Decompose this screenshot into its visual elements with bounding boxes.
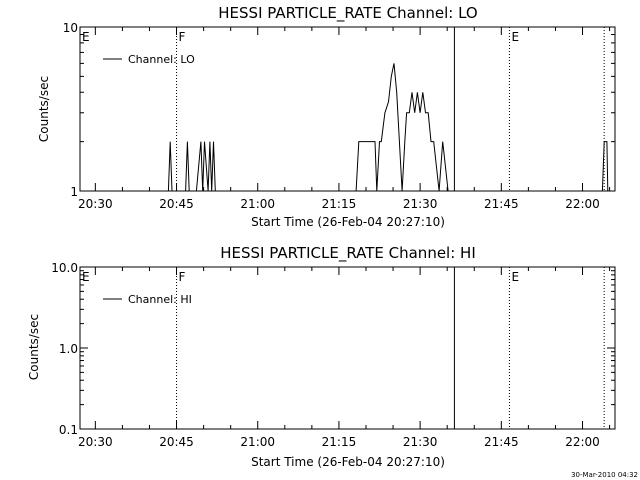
x-tick-label: 20:45 [159,197,194,211]
y-tick-label: 10.0 [51,261,78,275]
hi-channel-plot: HESSI PARTICLE_RATE Channel: HI Counts/s… [27,244,616,469]
x-tick-label: 22:00 [565,197,600,211]
x-tick-label: 21:15 [322,197,357,211]
hi-x-axis-label: Start Time (26-Feb-04 20:27:10) [251,455,445,469]
x-tick-label: 20:45 [159,435,194,449]
y-tick-label: 1.0 [59,342,78,356]
x-tick-label: 21:15 [322,435,357,449]
marker-label: E [511,270,519,284]
generation-timestamp: 30-Mar-2010 04:32 [571,471,638,479]
lo-y-axis-label: Counts/sec [37,76,51,142]
x-tick-label: 21:00 [240,435,275,449]
x-tick-label: 21:45 [484,435,519,449]
series-line [80,63,609,192]
marker-label: F [179,30,186,44]
x-tick-label: 20:30 [78,435,113,449]
x-tick-label: 22:00 [565,435,600,449]
plot-frame [79,26,616,192]
x-tick-label: 21:00 [240,197,275,211]
marker-label: E [511,30,519,44]
y-tick-label: 10 [63,21,78,35]
hi-chart-title: HESSI PARTICLE_RATE Channel: HI [220,244,476,263]
x-tick-label: 21:30 [403,197,438,211]
x-tick-label: 20:30 [78,197,113,211]
marker-label: E [82,30,90,44]
legend-entry: Channel: LO [128,53,195,66]
lo-chart-title: HESSI PARTICLE_RATE Channel: LO [218,4,477,23]
x-tick-label: 21:45 [484,197,519,211]
hi-y-axis-label: Counts/sec [27,314,41,380]
x-tick-label: 21:30 [403,435,438,449]
marker-label: E [82,270,90,284]
marker-label: F [179,270,186,284]
lo-x-axis-label: Start Time (26-Feb-04 20:27:10) [251,215,445,229]
y-tick-label: 0.1 [59,423,78,437]
lo-channel-plot: HESSI PARTICLE_RATE Channel: LO Counts/s… [37,4,616,229]
legend-entry: Channel: HI [128,293,192,306]
y-tick-label: 1 [70,185,78,199]
plot-frame [79,266,616,430]
